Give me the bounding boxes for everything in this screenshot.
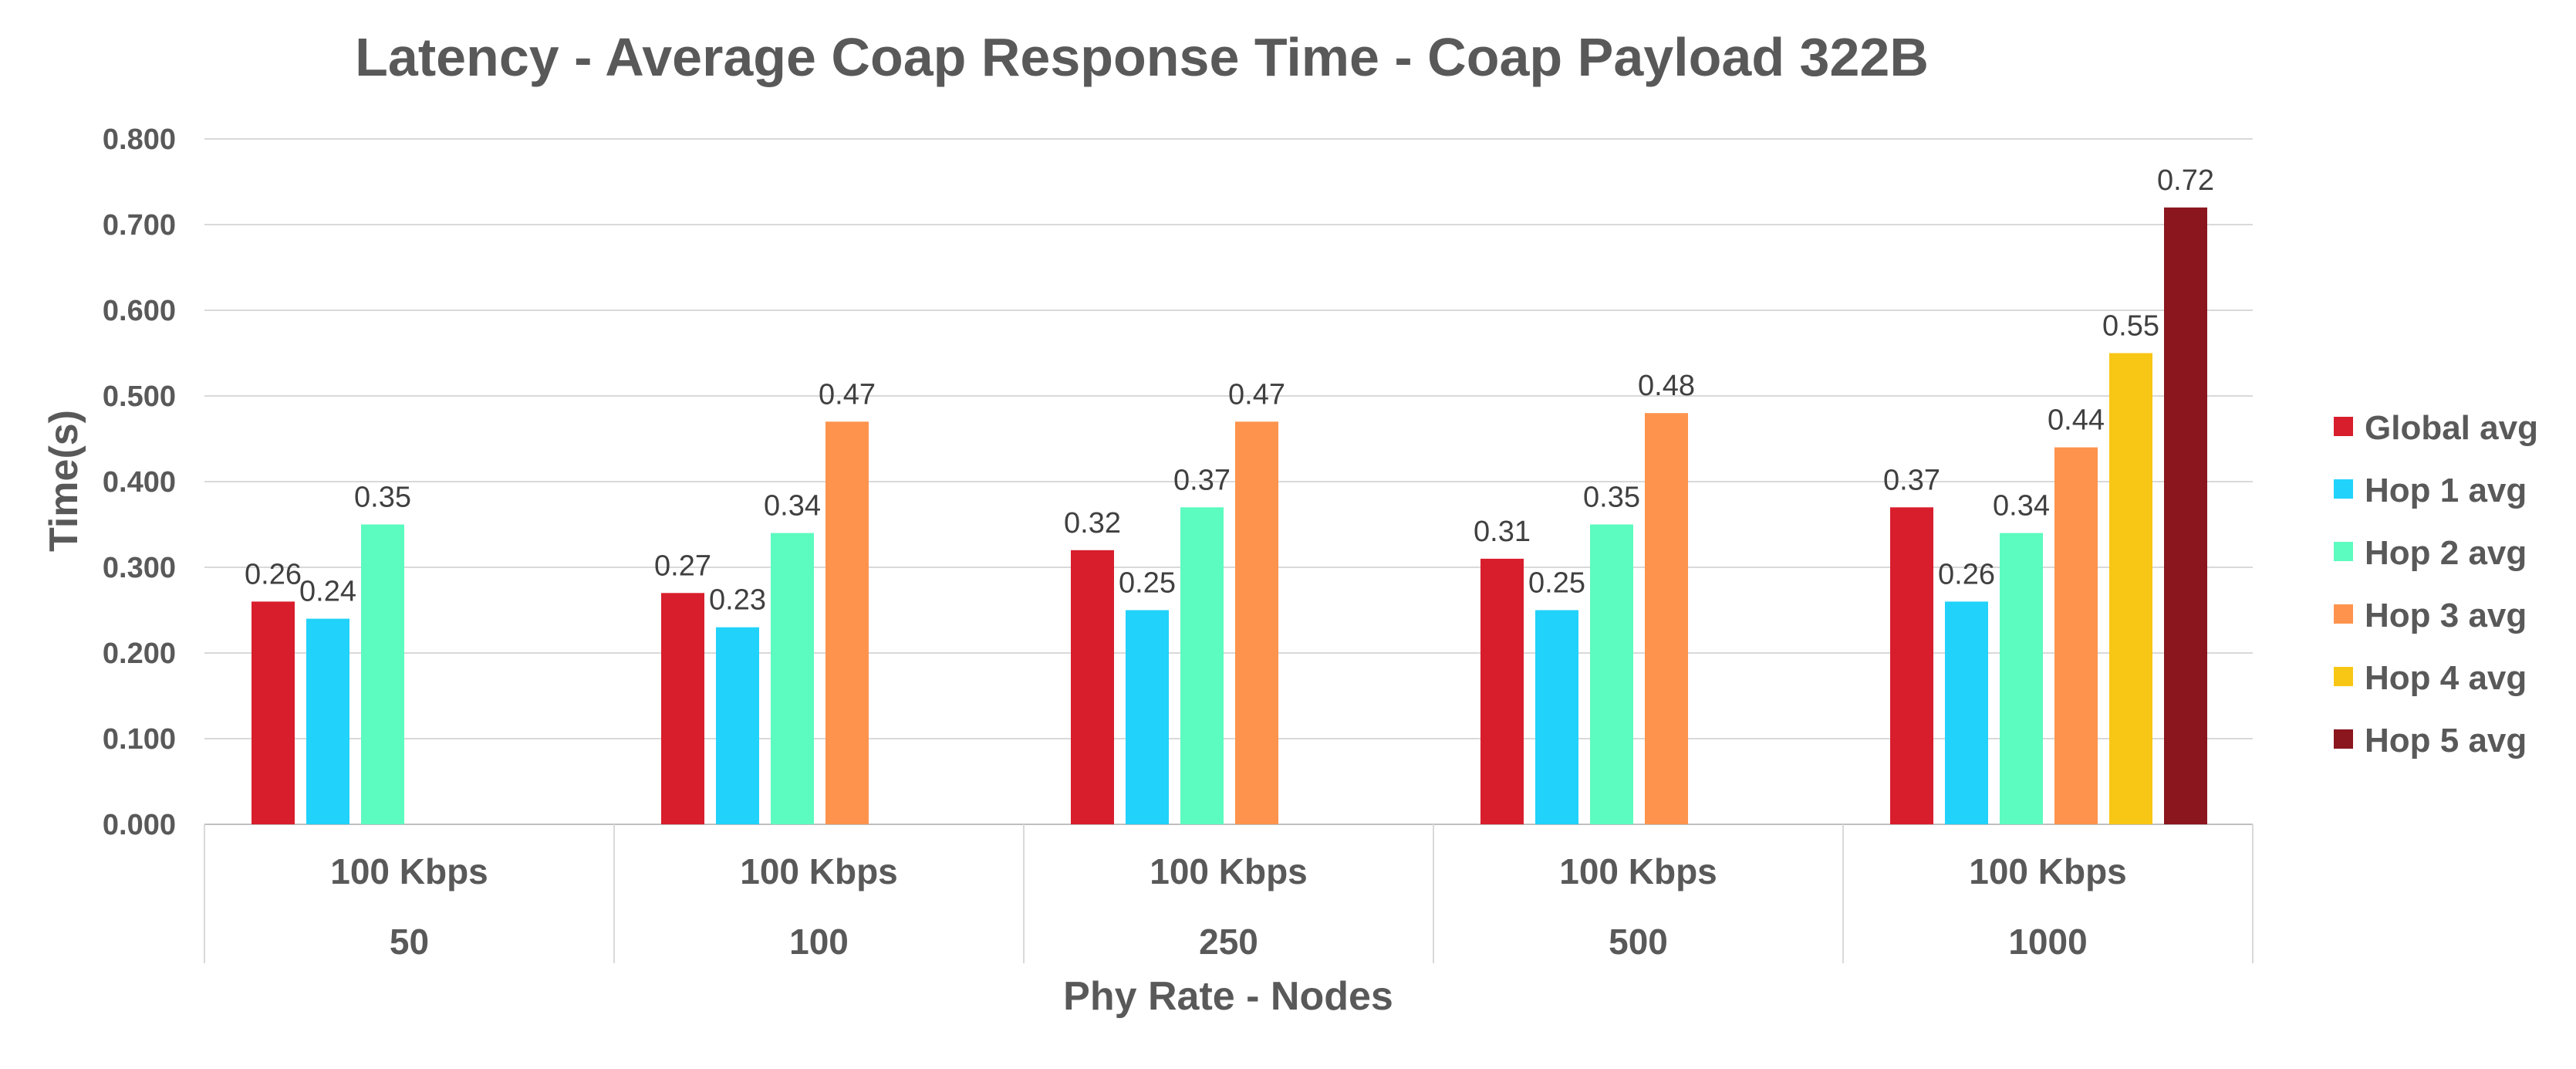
bar-hop-1-avg <box>1126 610 1169 824</box>
legend-label: Global avg <box>2365 409 2538 447</box>
y-tick-label: 0.800 <box>103 123 176 156</box>
y-tick-label: 0.500 <box>103 381 176 413</box>
x-category-rate: 100 Kbps <box>1969 851 2127 891</box>
y-tick-label: 0.400 <box>103 466 176 499</box>
bar-hop-3-avg <box>1235 421 1278 824</box>
y-tick-label: 0.200 <box>103 638 176 670</box>
data-label: 0.47 <box>819 378 876 411</box>
data-label: 0.26 <box>245 558 302 590</box>
bar-hop-4-avg <box>2109 353 2152 824</box>
x-category-rate: 100 Kbps <box>330 851 488 891</box>
bar-global-avg <box>1480 558 1524 824</box>
data-label: 0.25 <box>1528 567 1585 600</box>
data-label: 0.26 <box>1938 558 1995 590</box>
x-category-nodes: 1000 <box>2008 922 2087 962</box>
bar-hop-2-avg <box>771 533 814 824</box>
legend-label: Hop 2 avg <box>2365 534 2527 572</box>
legend-label: Hop 4 avg <box>2365 659 2527 697</box>
bar-hop-3-avg <box>825 421 869 824</box>
bar-global-avg <box>661 593 704 824</box>
legend-label: Hop 3 avg <box>2365 597 2527 634</box>
data-label: 0.35 <box>1583 482 1640 514</box>
y-tick-label: 0.600 <box>103 295 176 327</box>
data-label: 0.34 <box>764 490 821 523</box>
bar-hop-1-avg <box>306 618 349 824</box>
y-tick-label: 0.000 <box>103 809 176 841</box>
data-label: 0.55 <box>2102 310 2159 343</box>
bar-global-avg <box>1890 507 1933 824</box>
y-tick-label: 0.700 <box>103 209 176 242</box>
bar-hop-2-avg <box>2000 533 2043 824</box>
x-category-rate: 100 Kbps <box>1559 851 1717 891</box>
chart-title: Latency - Average Coap Response Time - C… <box>355 27 1929 87</box>
data-label: 0.32 <box>1064 507 1121 540</box>
data-label: 0.34 <box>1993 490 2050 523</box>
bar-hop-2-avg <box>361 524 404 824</box>
legend-label: Hop 1 avg <box>2365 472 2527 509</box>
x-axis: 100 Kbps 50 100 Kbps 100 100 Kbps 250 100 Kbps… <box>204 824 2254 963</box>
legend-swatch <box>2334 604 2353 624</box>
legend: Global avg Hop 1 avg Hop 2 avg Hop 3 avg Hop… <box>2334 409 2538 759</box>
x-category-nodes: 100 <box>789 922 849 962</box>
x-category-nodes: 250 <box>1199 922 1258 962</box>
data-label: 0.25 <box>1119 567 1176 600</box>
bar-global-avg <box>1071 550 1114 824</box>
bar-hop-2-avg <box>1180 507 1224 824</box>
x-category-nodes: 50 <box>390 922 429 962</box>
data-labels: 0.260.240.350.270.230.340.470.320.250.37… <box>245 164 2214 617</box>
data-label: 0.72 <box>2157 164 2214 197</box>
data-label: 0.31 <box>1474 516 1531 548</box>
data-label: 0.44 <box>2048 404 2105 437</box>
data-label: 0.37 <box>1173 464 1231 496</box>
data-label: 0.35 <box>354 482 411 514</box>
legend-swatch <box>2334 479 2353 499</box>
bar-hop-3-avg <box>1645 413 1688 824</box>
bar-hop-2-avg <box>1590 524 1633 824</box>
x-category-rate: 100 Kbps <box>1150 851 1308 891</box>
bars <box>252 207 2207 824</box>
x-category-nodes: 500 <box>1609 922 1668 962</box>
y-tick-label: 0.100 <box>103 723 176 756</box>
bar-hop-1-avg <box>1535 610 1578 824</box>
bar-hop-5-avg <box>2164 207 2207 824</box>
legend-swatch <box>2334 417 2353 436</box>
bar-global-avg <box>252 601 295 824</box>
bar-hop-1-avg <box>1945 601 1988 824</box>
legend-swatch <box>2334 542 2353 561</box>
data-label: 0.24 <box>299 576 356 608</box>
legend-swatch <box>2334 729 2353 749</box>
bar-hop-3-avg <box>2054 447 2098 824</box>
y-tick-label: 0.300 <box>103 552 176 584</box>
data-label: 0.47 <box>1228 378 1285 411</box>
data-label: 0.27 <box>654 550 711 582</box>
bar-hop-1-avg <box>716 627 759 824</box>
data-label: 0.23 <box>709 584 766 617</box>
data-label: 0.48 <box>1638 370 1695 402</box>
data-label: 0.37 <box>1883 464 1940 496</box>
legend-label: Hop 5 avg <box>2365 722 2527 759</box>
x-category-rate: 100 Kbps <box>740 851 898 891</box>
x-axis-title: Phy Rate - Nodes <box>1063 974 1393 1019</box>
legend-swatch <box>2334 667 2353 686</box>
y-axis-title: Time(s) <box>42 410 86 552</box>
gridlines <box>204 138 2253 825</box>
y-axis-ticks: 0.000 0.100 0.200 0.300 0.400 0.500 0.600 0.700… <box>103 123 176 841</box>
